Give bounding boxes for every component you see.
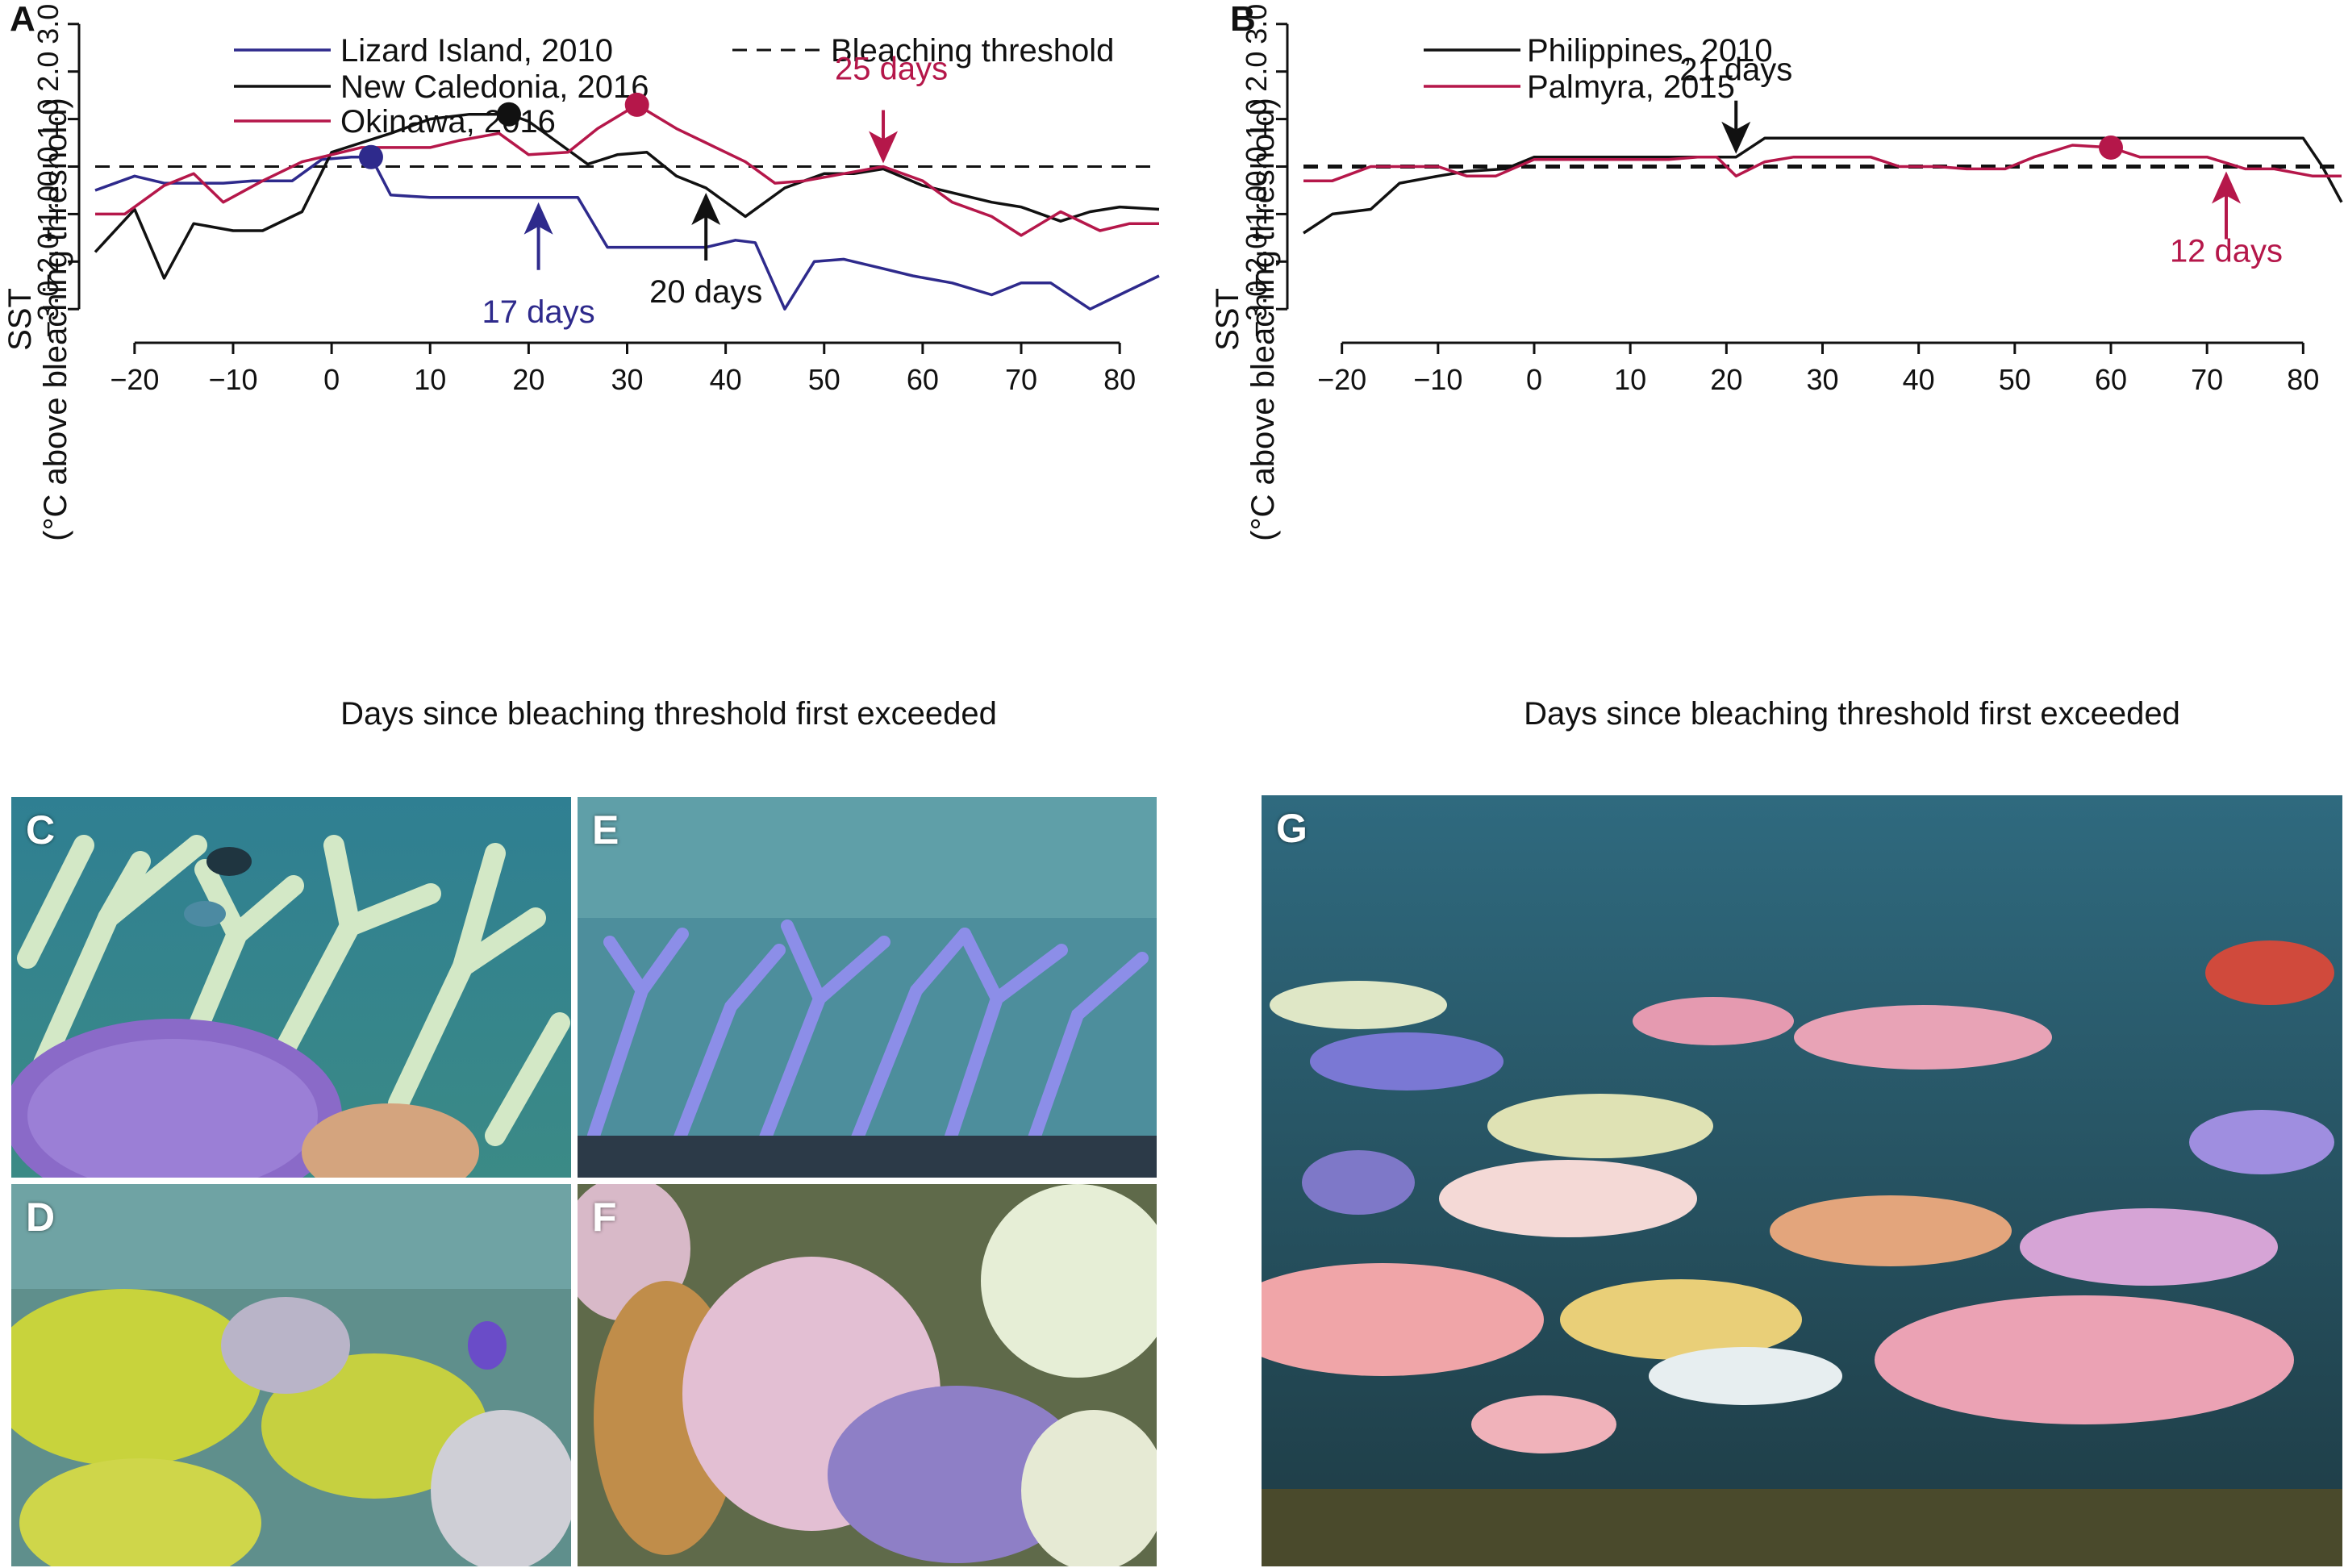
y-tick-label: −2.0 xyxy=(31,233,65,290)
y-tick-label: 3.0 xyxy=(31,4,65,44)
x-tick-label: −20 xyxy=(110,363,159,396)
panel-label-a: A xyxy=(10,0,35,39)
series-line xyxy=(94,155,1160,311)
legend-label: Okinawa, 2016 xyxy=(340,104,556,140)
series-marker-dot xyxy=(358,144,383,169)
series-marker-dot xyxy=(624,92,649,117)
y-tick-label: 2.0 xyxy=(31,52,65,92)
x-tick-label: 40 xyxy=(710,363,742,396)
photo-f-pink-fluorescent-coral: F xyxy=(578,1184,1157,1566)
x-tick-label: 70 xyxy=(1005,363,1037,396)
y-tick-label: 1.0 xyxy=(1240,99,1273,140)
annotation-arrow-head xyxy=(523,202,553,235)
y-axis-label-line1: SST xyxy=(2,288,38,351)
panel-label-b: B xyxy=(1230,0,1256,39)
coral-illustration xyxy=(11,797,571,1178)
annotation-arrow-head xyxy=(869,131,899,164)
y-tick-label: 3.0 xyxy=(1240,4,1273,44)
legend-label: Philippines, 2010 xyxy=(1527,33,1773,69)
x-tick-label: 20 xyxy=(1710,363,1742,396)
chart-panel-b: B −3.0−2.0−1.00.0 1.0 2.0 3.0 −20 −10 0 10 20 30 4… xyxy=(1210,0,2343,732)
x-tick-label: 30 xyxy=(1806,363,1838,396)
y-tick-label: −2.0 xyxy=(1240,233,1273,290)
y-tick-label: 1.0 xyxy=(31,99,65,140)
annotation-arrow-head xyxy=(1721,121,1751,154)
legend-label: Lizard Island, 2010 xyxy=(340,33,613,69)
photo-e-fluorescent-branching-coral: E xyxy=(578,797,1157,1178)
x-tick-label: −20 xyxy=(1317,363,1366,396)
legend-threshold-label: Bleaching threshold xyxy=(831,33,1114,69)
panel-label-f: F xyxy=(592,1195,617,1240)
series-line xyxy=(94,112,1160,280)
series-line xyxy=(1303,136,2343,235)
photo-g-colourful-bleached-reef: G xyxy=(1262,795,2342,1566)
photo-d-yellow-fluorescent-coral: D xyxy=(11,1184,571,1566)
coral-illustration xyxy=(578,1184,1157,1566)
x-tick-label: 70 xyxy=(2191,363,2223,396)
annotation-label: 21 days xyxy=(1679,52,1792,88)
x-tick-label: 40 xyxy=(1903,363,1935,396)
y-axis-label-line2: (°C above bleaching threshold) xyxy=(1245,98,1281,541)
y-tick-label: −3.0 xyxy=(1240,281,1273,338)
x-tick-label: 10 xyxy=(1614,363,1646,396)
annotation-label: 20 days xyxy=(649,274,762,310)
y-tick-label: −3.0 xyxy=(31,281,65,338)
panel-label-c: C xyxy=(26,807,56,853)
panel-label-e: E xyxy=(592,807,619,853)
x-tick-label: 10 xyxy=(414,363,446,396)
y-tick-label: 0.0 xyxy=(1240,146,1273,186)
series-line xyxy=(1303,144,2342,182)
x-tick-label: 30 xyxy=(611,363,643,396)
y-tick-label: −1.0 xyxy=(31,186,65,243)
x-tick-label: −10 xyxy=(1413,363,1462,396)
y-tick-label: 0.0 xyxy=(31,146,65,186)
coral-illustration xyxy=(11,1184,571,1566)
y-tick-label: −1.0 xyxy=(1240,186,1273,243)
x-tick-label: 50 xyxy=(808,363,840,396)
panel-label-d: D xyxy=(26,1195,56,1240)
x-tick-label: 60 xyxy=(907,363,939,396)
photo-c-bleached-coral: C xyxy=(11,797,571,1178)
x-tick-label: 50 xyxy=(1999,363,2031,396)
x-tick-label: 0 xyxy=(1526,363,1542,396)
series-marker-dot xyxy=(2099,135,2123,160)
coral-illustration xyxy=(578,797,1157,1178)
x-tick-label: 80 xyxy=(2287,363,2319,396)
panel-label-g: G xyxy=(1276,806,1308,851)
annotation-arrow-head xyxy=(2212,171,2241,204)
legend-label: Palmyra, 2015 xyxy=(1527,69,1735,105)
x-axis-label: Days since bleaching threshold first exc… xyxy=(340,696,997,732)
series-marker-dot xyxy=(496,102,521,127)
y-axis-label-line2: (°C above bleaching threshold) xyxy=(38,98,73,541)
x-tick-label: 80 xyxy=(1103,363,1136,396)
x-tick-label: 20 xyxy=(512,363,544,396)
annotation-label: 25 days xyxy=(835,52,948,87)
x-tick-label: 60 xyxy=(2095,363,2127,396)
x-tick-label: −10 xyxy=(208,363,257,396)
series-line xyxy=(95,103,1159,237)
annotation-label: 17 days xyxy=(482,294,595,330)
y-tick-label: 2.0 xyxy=(1240,52,1273,92)
legend-label: New Caledonia, 2016 xyxy=(340,69,649,105)
coral-illustration xyxy=(1262,795,2342,1566)
x-axis-label: Days since bleaching threshold first exc… xyxy=(1524,696,2180,732)
y-axis-label-line1: SST xyxy=(1210,288,1245,351)
x-tick-label: 0 xyxy=(323,363,340,396)
annotation-label: 12 days xyxy=(2170,234,2283,269)
annotation-arrow-head xyxy=(691,193,721,226)
chart-panel-a: A −3.0−2.0−1.00.0 1.0 2.0 3.0 −20 −10 0 10 20 30 4… xyxy=(2,0,1160,732)
